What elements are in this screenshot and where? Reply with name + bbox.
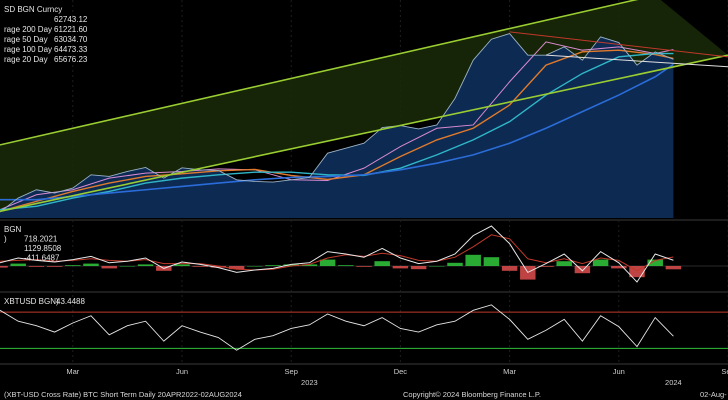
macd-histogram-bar: [319, 259, 336, 266]
macd-histogram-bar: [592, 259, 609, 266]
price-area: [0, 33, 674, 218]
series-rage-50-day: [0, 49, 674, 213]
triangle-upper-line: [509, 31, 728, 58]
macd-histogram-bar: [629, 266, 645, 278]
x-tick-label: Sep: [285, 367, 298, 376]
macd-panel: [0, 225, 728, 283]
x-year-label: 2024: [665, 378, 682, 387]
series-rage-200-day: [0, 63, 674, 201]
x-tick-label: Jun: [176, 367, 188, 376]
price-legend-value: 65676.23: [54, 55, 88, 64]
footer-copyright: Copyright© 2024 Bloomberg Finance L.P.: [403, 390, 541, 399]
macd-histogram-bar: [374, 261, 390, 266]
macd-histogram-bar: [338, 265, 354, 266]
macd-histogram-bar: [556, 261, 572, 266]
macd-histogram-bar: [501, 266, 518, 271]
macd-legend-label: BGN: [4, 225, 22, 234]
macd-histogram-bar: [119, 266, 136, 267]
footer-date: 02-Aug-: [700, 390, 727, 399]
macd-legend-value: -411.6487: [24, 254, 60, 263]
macd-histogram-bar: [65, 265, 81, 266]
triangle-lower-line: [545, 54, 728, 68]
macd-histogram-bar: [228, 266, 245, 270]
x-tick-label: Dec: [394, 367, 408, 376]
price-panel: [0, 0, 728, 218]
macd-histogram-bar: [28, 266, 45, 267]
x-axis: MarJunSepDecMarJunSep20232024: [66, 367, 728, 387]
channel-fill: [0, 0, 728, 212]
macd-histogram-bar: [647, 259, 663, 266]
macd-histogram-bar: [83, 263, 99, 266]
x-tick-label: Sep: [721, 367, 728, 376]
price-legend-value: 63034.70: [54, 35, 88, 44]
macd-histogram-bar: [574, 266, 591, 274]
price-legend-label: rage 200 Day: [4, 25, 52, 34]
macd-histogram-bar: [483, 257, 500, 266]
macd-legend-value: 1129.8508: [24, 244, 62, 253]
macd-legend-label: ): [4, 235, 7, 244]
macd-histogram-bar: [247, 266, 263, 267]
macd-histogram-bar: [356, 266, 372, 267]
macd-histogram-bar: [611, 266, 627, 269]
macd-histogram-bar: [137, 264, 154, 266]
macd-signal-line: [0, 234, 674, 272]
price-legend-value: 62743.12: [54, 15, 88, 24]
price-legend-label: rage 50 Day: [4, 35, 48, 44]
macd-histogram-bar: [301, 264, 318, 266]
price-legend-label: rage 20 Day: [4, 55, 48, 64]
footer-description: (XBT-USD Cross Rate) BTC Short Term Dail…: [4, 390, 242, 399]
price-legend-value: 64473.33: [54, 45, 88, 54]
channel-lower-line: [0, 54, 728, 213]
rsi-legend-label: XBTUSD BGN): [4, 297, 59, 306]
price-legend-label: SD BGN Curncy: [4, 5, 62, 14]
x-tick-label: Jun: [613, 367, 625, 376]
macd-histogram-bar: [538, 266, 554, 267]
macd-histogram-bar: [410, 266, 427, 270]
macd-histogram-bar: [0, 266, 8, 268]
macd-histogram-bar: [210, 266, 227, 268]
macd-histogram-bar: [174, 264, 190, 266]
macd-histogram-bar: [665, 266, 682, 270]
series-price: [0, 33, 674, 213]
x-tick-label: Mar: [66, 367, 79, 376]
x-year-label: 2023: [301, 378, 318, 387]
macd-histogram-bar: [392, 266, 409, 269]
macd-histogram-bar: [283, 264, 299, 266]
footer: (XBT-USD Cross Rate) BTC Short Term Dail…: [4, 390, 727, 399]
rsi-panel: [0, 304, 728, 351]
rsi-line: [0, 304, 674, 351]
price-legend-value: 61221.60: [54, 25, 88, 34]
macd-histogram-bar: [465, 254, 481, 266]
price-legend-label: rage 100 Day: [4, 45, 52, 54]
macd-legend-value: 718.2021: [24, 235, 58, 244]
series-rage-20-day: [0, 41, 674, 211]
macd-histogram-bar: [46, 266, 63, 267]
macd-histogram-bar: [101, 266, 117, 269]
macd-line: [0, 225, 674, 283]
macd-histogram-bar: [10, 263, 26, 266]
macd-histogram-bar: [429, 266, 445, 267]
channel-upper-line: [0, 0, 639, 146]
macd-histogram-bar: [447, 262, 463, 266]
rsi-legend-value: 43.4488: [56, 297, 85, 306]
macd-histogram-bar: [192, 266, 208, 267]
x-tick-label: Mar: [503, 367, 516, 376]
macd-histogram-bar: [265, 265, 281, 266]
